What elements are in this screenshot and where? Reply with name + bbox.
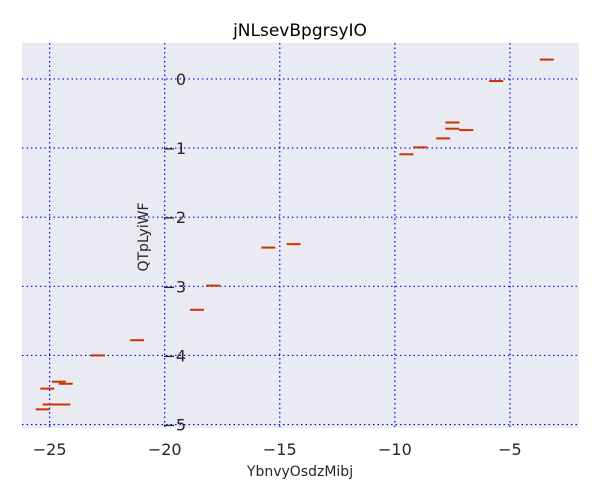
y-tick-label: 0 — [176, 70, 186, 89]
y-tick-label: −4 — [162, 346, 186, 365]
x-axis-label: YbnvyOsdzMibj — [246, 464, 353, 480]
y-tick-label: −5 — [162, 416, 186, 435]
data-series — [35, 58, 554, 411]
x-tick-label: −10 — [378, 440, 412, 459]
y-tick-label: −3 — [162, 277, 186, 296]
y-axis-label: QTpLyiWF — [136, 202, 152, 271]
x-tick-label: −15 — [263, 440, 297, 459]
x-tick-label: −20 — [148, 440, 182, 459]
y-tick-label: −1 — [162, 139, 186, 158]
chart-title: jNLsevBpgrsyIO — [232, 21, 367, 41]
plot-area — [22, 43, 579, 428]
x-axis-ticks: −25 −20 −15 −10 −5 — [33, 440, 522, 459]
x-tick-label: −25 — [33, 440, 67, 459]
y-tick-label: −2 — [162, 208, 186, 227]
x-tick-label: −5 — [498, 440, 522, 459]
y-axis-ticks: 0 −1 −2 −3 −4 −5 — [162, 70, 186, 435]
grid-lines — [22, 43, 579, 428]
